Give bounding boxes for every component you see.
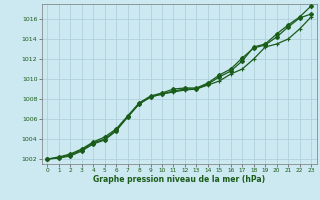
X-axis label: Graphe pression niveau de la mer (hPa): Graphe pression niveau de la mer (hPa) xyxy=(93,175,265,184)
